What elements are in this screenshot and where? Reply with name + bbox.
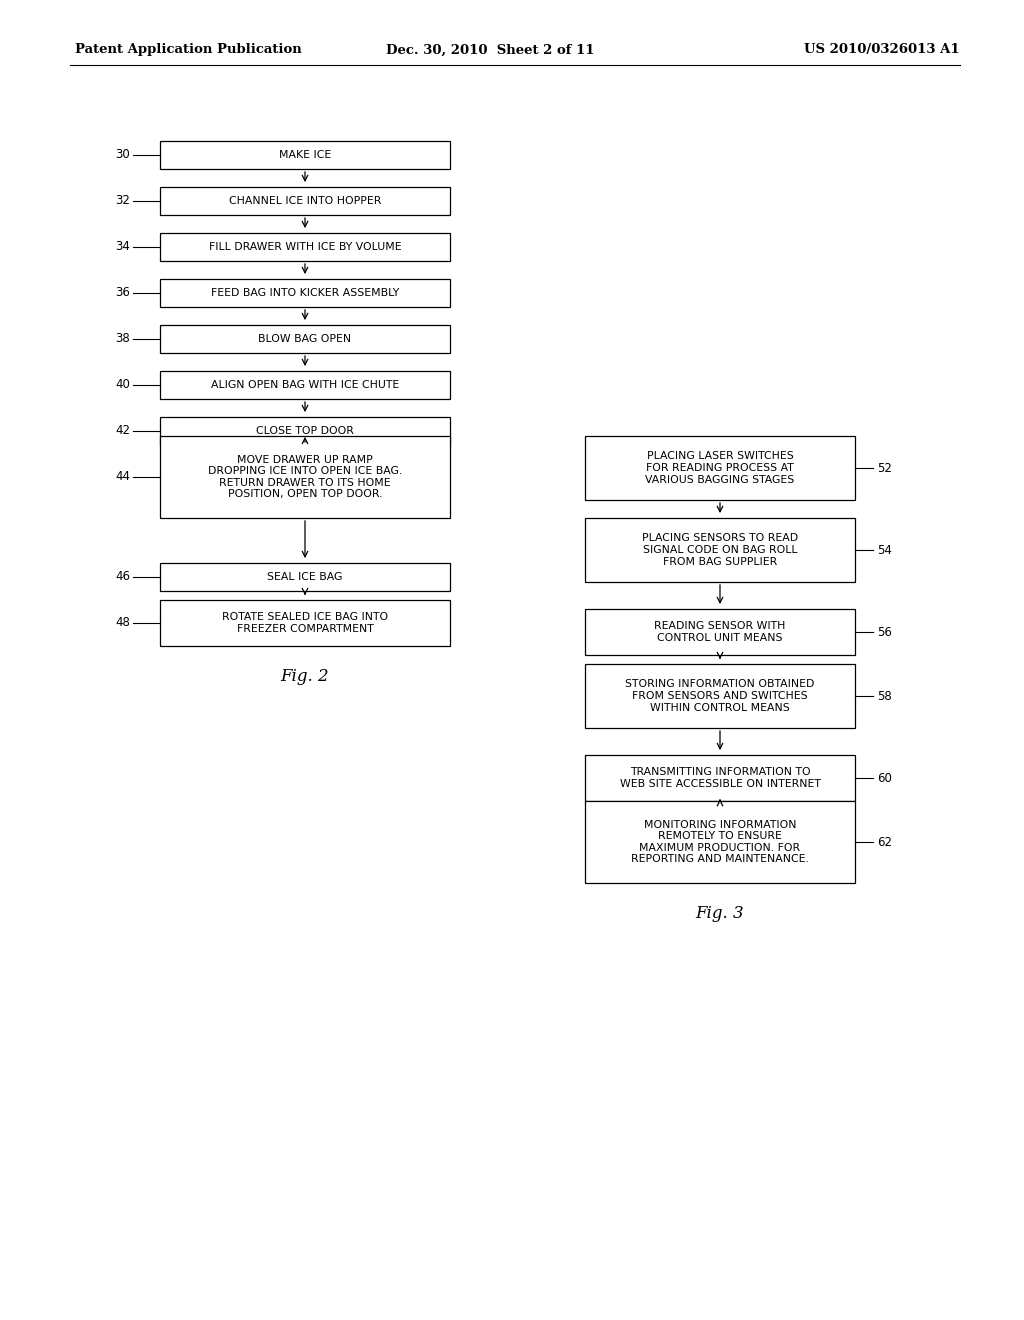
Text: MOVE DRAWER UP RAMP
DROPPING ICE INTO OPEN ICE BAG.
RETURN DRAWER TO ITS HOME
PO: MOVE DRAWER UP RAMP DROPPING ICE INTO OP… bbox=[208, 454, 402, 499]
Text: 56: 56 bbox=[877, 626, 892, 639]
Text: 40: 40 bbox=[115, 379, 130, 392]
Bar bbox=[160, 417, 450, 445]
Text: SEAL ICE BAG: SEAL ICE BAG bbox=[267, 572, 343, 582]
Text: 42: 42 bbox=[115, 425, 130, 437]
Bar bbox=[585, 517, 855, 582]
Text: Patent Application Publication: Patent Application Publication bbox=[75, 44, 302, 57]
Text: Dec. 30, 2010  Sheet 2 of 11: Dec. 30, 2010 Sheet 2 of 11 bbox=[386, 44, 594, 57]
Text: BLOW BAG OPEN: BLOW BAG OPEN bbox=[258, 334, 351, 345]
Text: CLOSE TOP DOOR: CLOSE TOP DOOR bbox=[256, 426, 354, 436]
Bar bbox=[160, 141, 450, 169]
Text: 46: 46 bbox=[115, 570, 130, 583]
Text: 60: 60 bbox=[877, 771, 892, 784]
Text: 32: 32 bbox=[115, 194, 130, 207]
Bar bbox=[160, 436, 450, 517]
Text: 54: 54 bbox=[877, 544, 892, 557]
Text: 62: 62 bbox=[877, 836, 892, 849]
Bar bbox=[160, 187, 450, 215]
Text: 58: 58 bbox=[877, 689, 892, 702]
Bar bbox=[585, 801, 855, 883]
Bar bbox=[160, 234, 450, 261]
Text: 52: 52 bbox=[877, 462, 892, 474]
Text: 44: 44 bbox=[115, 470, 130, 483]
Text: FILL DRAWER WITH ICE BY VOLUME: FILL DRAWER WITH ICE BY VOLUME bbox=[209, 242, 401, 252]
Bar bbox=[160, 279, 450, 308]
Text: 48: 48 bbox=[115, 616, 130, 630]
Text: Fig. 3: Fig. 3 bbox=[695, 906, 744, 921]
Bar bbox=[585, 609, 855, 655]
Text: MAKE ICE: MAKE ICE bbox=[279, 150, 331, 160]
Bar bbox=[160, 325, 450, 352]
Text: 38: 38 bbox=[116, 333, 130, 346]
Bar bbox=[585, 664, 855, 729]
Text: STORING INFORMATION OBTAINED
FROM SENSORS AND SWITCHES
WITHIN CONTROL MEANS: STORING INFORMATION OBTAINED FROM SENSOR… bbox=[626, 680, 815, 713]
Text: 30: 30 bbox=[116, 149, 130, 161]
Text: PLACING SENSORS TO READ
SIGNAL CODE ON BAG ROLL
FROM BAG SUPPLIER: PLACING SENSORS TO READ SIGNAL CODE ON B… bbox=[642, 533, 798, 566]
Bar bbox=[585, 755, 855, 801]
Text: FEED BAG INTO KICKER ASSEMBLY: FEED BAG INTO KICKER ASSEMBLY bbox=[211, 288, 399, 298]
Bar bbox=[160, 564, 450, 591]
Text: 34: 34 bbox=[115, 240, 130, 253]
Bar bbox=[585, 436, 855, 500]
Bar bbox=[160, 601, 450, 645]
Text: Fig. 2: Fig. 2 bbox=[281, 668, 330, 685]
Text: CHANNEL ICE INTO HOPPER: CHANNEL ICE INTO HOPPER bbox=[228, 195, 381, 206]
Text: PLACING LASER SWITCHES
FOR READING PROCESS AT
VARIOUS BAGGING STAGES: PLACING LASER SWITCHES FOR READING PROCE… bbox=[645, 451, 795, 484]
Text: 36: 36 bbox=[115, 286, 130, 300]
Text: ALIGN OPEN BAG WITH ICE CHUTE: ALIGN OPEN BAG WITH ICE CHUTE bbox=[211, 380, 399, 389]
Bar bbox=[160, 371, 450, 399]
Text: ROTATE SEALED ICE BAG INTO
FREEZER COMPARTMENT: ROTATE SEALED ICE BAG INTO FREEZER COMPA… bbox=[222, 612, 388, 634]
Text: READING SENSOR WITH
CONTROL UNIT MEANS: READING SENSOR WITH CONTROL UNIT MEANS bbox=[654, 622, 785, 643]
Text: MONITORING INFORMATION
REMOTELY TO ENSURE
MAXIMUM PRODUCTION. FOR
REPORTING AND : MONITORING INFORMATION REMOTELY TO ENSUR… bbox=[631, 820, 809, 865]
Text: US 2010/0326013 A1: US 2010/0326013 A1 bbox=[805, 44, 961, 57]
Text: TRANSMITTING INFORMATION TO
WEB SITE ACCESSIBLE ON INTERNET: TRANSMITTING INFORMATION TO WEB SITE ACC… bbox=[620, 767, 820, 789]
